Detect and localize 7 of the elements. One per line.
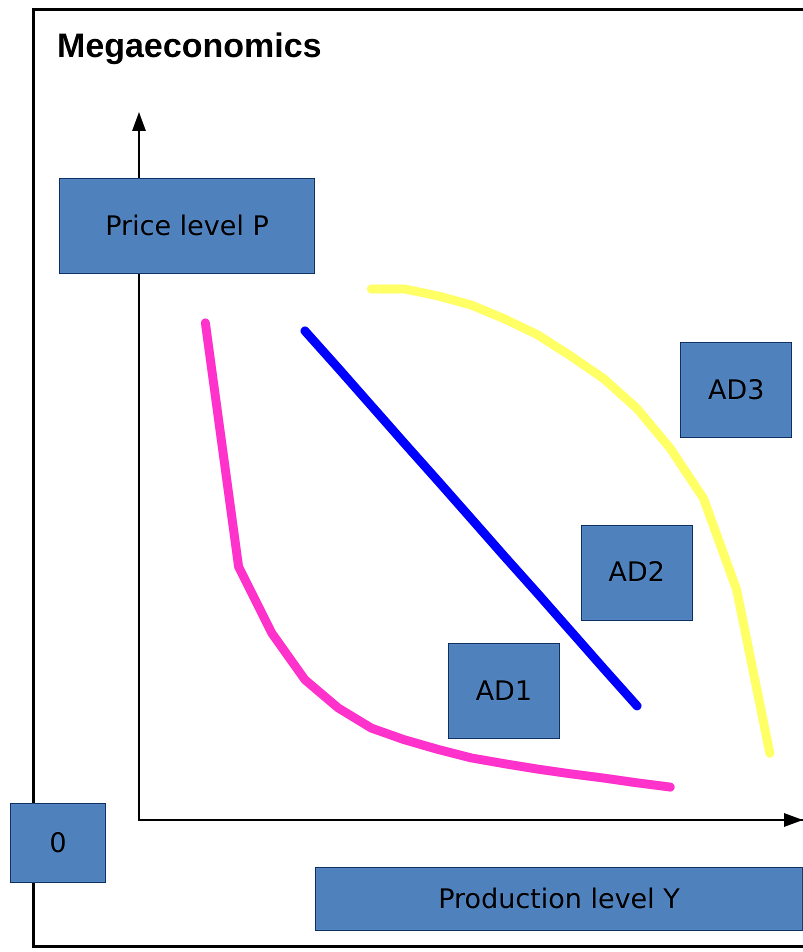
x-axis-title: Production level Y [315, 867, 803, 931]
text: 0 [10, 803, 106, 883]
y-axis-title: Price level P [59, 178, 315, 274]
name-tag: AD3 [680, 342, 792, 438]
name-tag: AD1 [448, 643, 560, 740]
name-tag: AD2 [580, 524, 693, 621]
chart-title: Megaeconomics [57, 27, 322, 65]
